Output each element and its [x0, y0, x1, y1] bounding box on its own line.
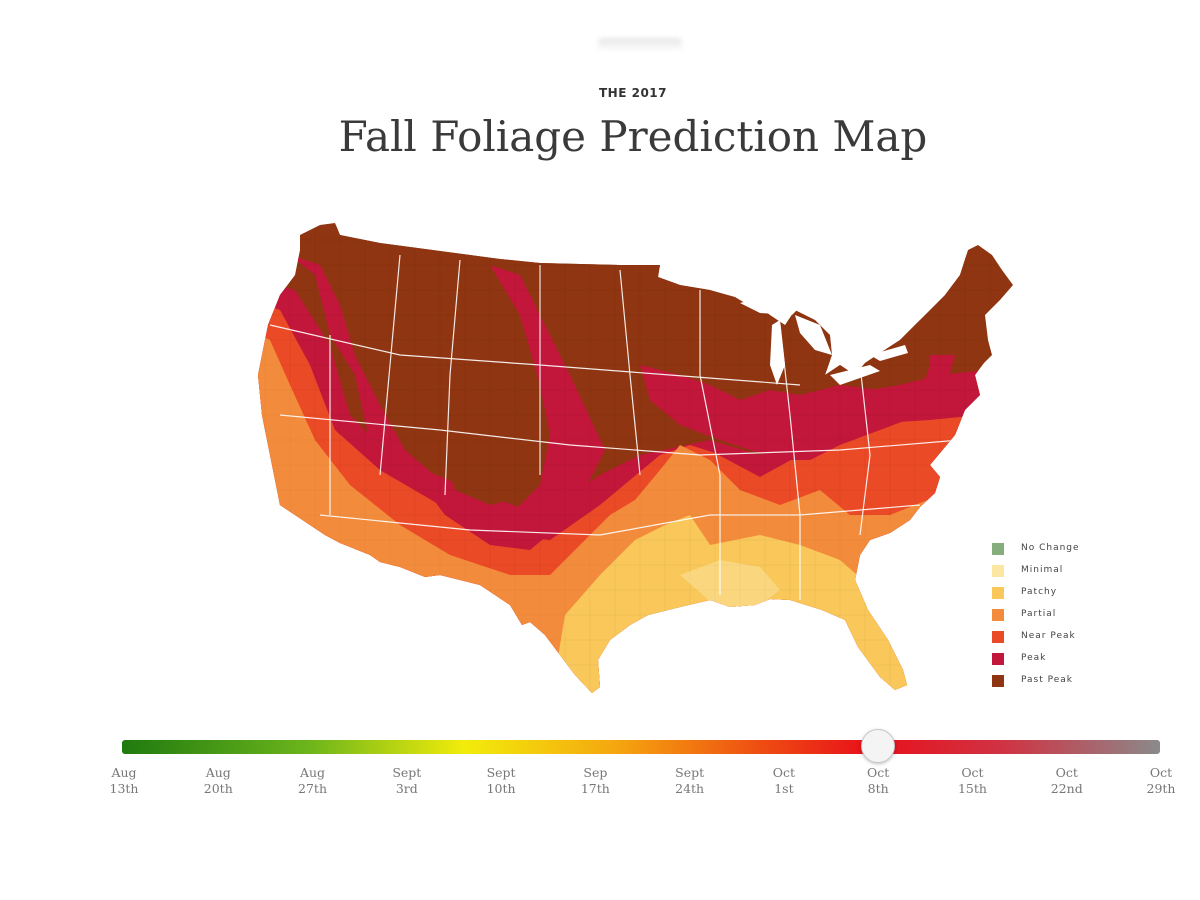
tick-day: 20th — [203, 781, 233, 796]
timeline-tick[interactable]: Oct 29th — [1126, 765, 1196, 797]
eyebrow-label: THE 2017 — [598, 86, 667, 100]
legend-swatch — [992, 653, 1004, 665]
timeline-tick[interactable]: Oct 1st — [749, 765, 819, 797]
legend-label: Past Peak — [1021, 675, 1073, 685]
legend-swatch — [992, 675, 1004, 687]
timeline-tick[interactable]: Aug 27th — [278, 765, 348, 797]
legend-label: No Change — [1021, 543, 1080, 553]
timeline-tick[interactable]: Oct 22nd — [1032, 765, 1102, 797]
tick-day: 22nd — [1050, 781, 1083, 796]
tick-month: Aug — [205, 765, 231, 780]
us-foliage-map[interactable] — [240, 215, 1030, 705]
timeline-tick[interactable]: Oct 15th — [937, 765, 1007, 797]
timeline-tick[interactable]: Sept 10th — [466, 765, 536, 797]
timeline-tick[interactable]: Oct 8th — [843, 765, 913, 797]
legend-label: Peak — [1021, 653, 1047, 663]
tick-day: 27th — [298, 781, 328, 796]
legend-item: Past Peak — [990, 674, 1130, 696]
timeline-tick[interactable]: Aug 20th — [183, 765, 253, 797]
tick-month: Aug — [299, 765, 326, 780]
top-shadow — [598, 38, 682, 52]
tick-day: 3rd — [395, 781, 418, 796]
tick-month: Sep — [583, 765, 608, 780]
legend-item: Minimal — [990, 564, 1130, 586]
tick-month: Oct — [772, 765, 796, 780]
tick-day: 29th — [1146, 781, 1176, 796]
timeline-track[interactable] — [122, 740, 1160, 754]
tick-month: Sept — [486, 765, 516, 780]
legend-item: Partial — [990, 608, 1130, 630]
legend-item: Near Peak — [990, 630, 1130, 652]
timeline-tick[interactable]: Aug 13th — [89, 765, 159, 797]
tick-day: 15th — [957, 781, 987, 796]
great-lakes — [740, 295, 908, 385]
tick-day: 13th — [109, 781, 139, 796]
tick-month: Oct — [1149, 765, 1173, 780]
tick-month: Sept — [675, 765, 705, 780]
legend-item: No Change — [990, 542, 1130, 564]
tick-month: Oct — [867, 765, 890, 780]
legend-swatch — [992, 609, 1004, 621]
legend-swatch — [992, 587, 1004, 599]
tick-day: 1st — [774, 781, 794, 796]
timeline-tick[interactable]: Sept 3rd — [372, 765, 442, 797]
tick-month: Sept — [392, 765, 422, 780]
legend: No Change Minimal Patchy Partial Near Peak Pe… — [990, 542, 1130, 696]
tick-day: 8th — [867, 781, 889, 796]
legend-label: Minimal — [1021, 565, 1064, 575]
tick-month: Aug — [111, 765, 137, 780]
tick-day: 17th — [580, 781, 610, 796]
legend-item: Peak — [990, 652, 1130, 674]
page-title: Fall Foliage Prediction Map — [338, 112, 928, 161]
legend-swatch — [992, 565, 1004, 577]
legend-label: Patchy — [1021, 587, 1058, 597]
date-timeline[interactable]: Aug 13th Aug 20th Aug 27th Sept 3rd Sept 10th Sep 1… — [0, 725, 1200, 815]
legend-swatch — [992, 543, 1004, 555]
tick-day: 24th — [675, 781, 705, 796]
timeline-slider-thumb[interactable] — [861, 729, 896, 763]
legend-swatch — [992, 631, 1004, 643]
legend-label: Near Peak — [1021, 631, 1076, 641]
tick-day: 10th — [486, 781, 516, 796]
tick-month: Oct — [961, 765, 984, 780]
map-svg — [258, 223, 1013, 693]
tick-month: Oct — [1055, 765, 1078, 780]
timeline-tick[interactable]: Sept 24th — [655, 765, 725, 797]
timeline-tick[interactable]: Sep 17th — [560, 765, 630, 797]
legend-label: Partial — [1021, 609, 1057, 619]
legend-item: Patchy — [990, 586, 1130, 608]
